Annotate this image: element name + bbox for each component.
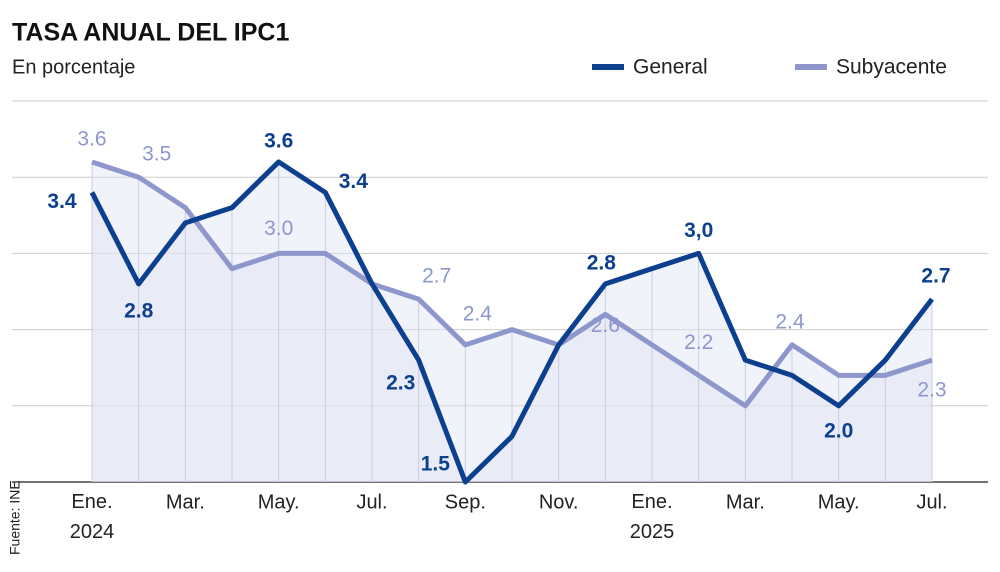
data-label: 2.3	[917, 379, 946, 402]
legend-label: Subyacente	[836, 56, 947, 79]
data-label: 3.5	[142, 143, 171, 166]
x-tick-label: May.	[258, 491, 300, 513]
legend-label: General	[633, 56, 708, 79]
legend: General Subyacente	[592, 56, 947, 79]
data-label: 2.0	[824, 419, 853, 442]
data-label: 2.6	[591, 314, 620, 337]
data-label: 2.4	[463, 302, 493, 325]
chart-title: TASA ANUAL DEL IPC1	[12, 19, 289, 47]
x-tick-label: Mar.	[726, 491, 765, 513]
x-tick-label: May.	[818, 491, 860, 513]
x-tick-label: Nov.	[539, 491, 579, 513]
data-label: 3.6	[264, 130, 293, 153]
source: Fuente: INE	[7, 480, 23, 555]
data-label: 3.4	[339, 170, 369, 193]
x-tick-label: Jul.	[356, 491, 387, 513]
x-tick-label: Sep.	[445, 491, 486, 513]
data-label: 2.7	[921, 265, 950, 288]
data-label: 3.0	[264, 217, 293, 240]
x-tick-label: Mar.	[166, 491, 205, 513]
area	[92, 161, 932, 482]
x-tick-label: Jul.	[916, 491, 947, 513]
x-tick-label: Ene. 2025	[630, 491, 675, 543]
chart-subtitle: En porcentaje	[12, 56, 135, 78]
data-label: 3,0	[684, 219, 713, 242]
data-label: 2.3	[386, 372, 415, 395]
data-label: 2.7	[422, 265, 451, 288]
data-label: 2.8	[124, 299, 154, 322]
area	[92, 161, 932, 482]
x-tick-label: Ene. 2024	[70, 491, 115, 543]
data-label: 2.2	[684, 331, 713, 354]
series-line	[89, 159, 934, 485]
data-label: 2.8	[587, 251, 617, 274]
data-label: 3.6	[77, 128, 106, 151]
series-line	[91, 159, 933, 409]
data-label: 1.5	[421, 453, 451, 476]
data-label: 2.4	[775, 310, 805, 333]
data-label: 3.4	[47, 190, 77, 213]
